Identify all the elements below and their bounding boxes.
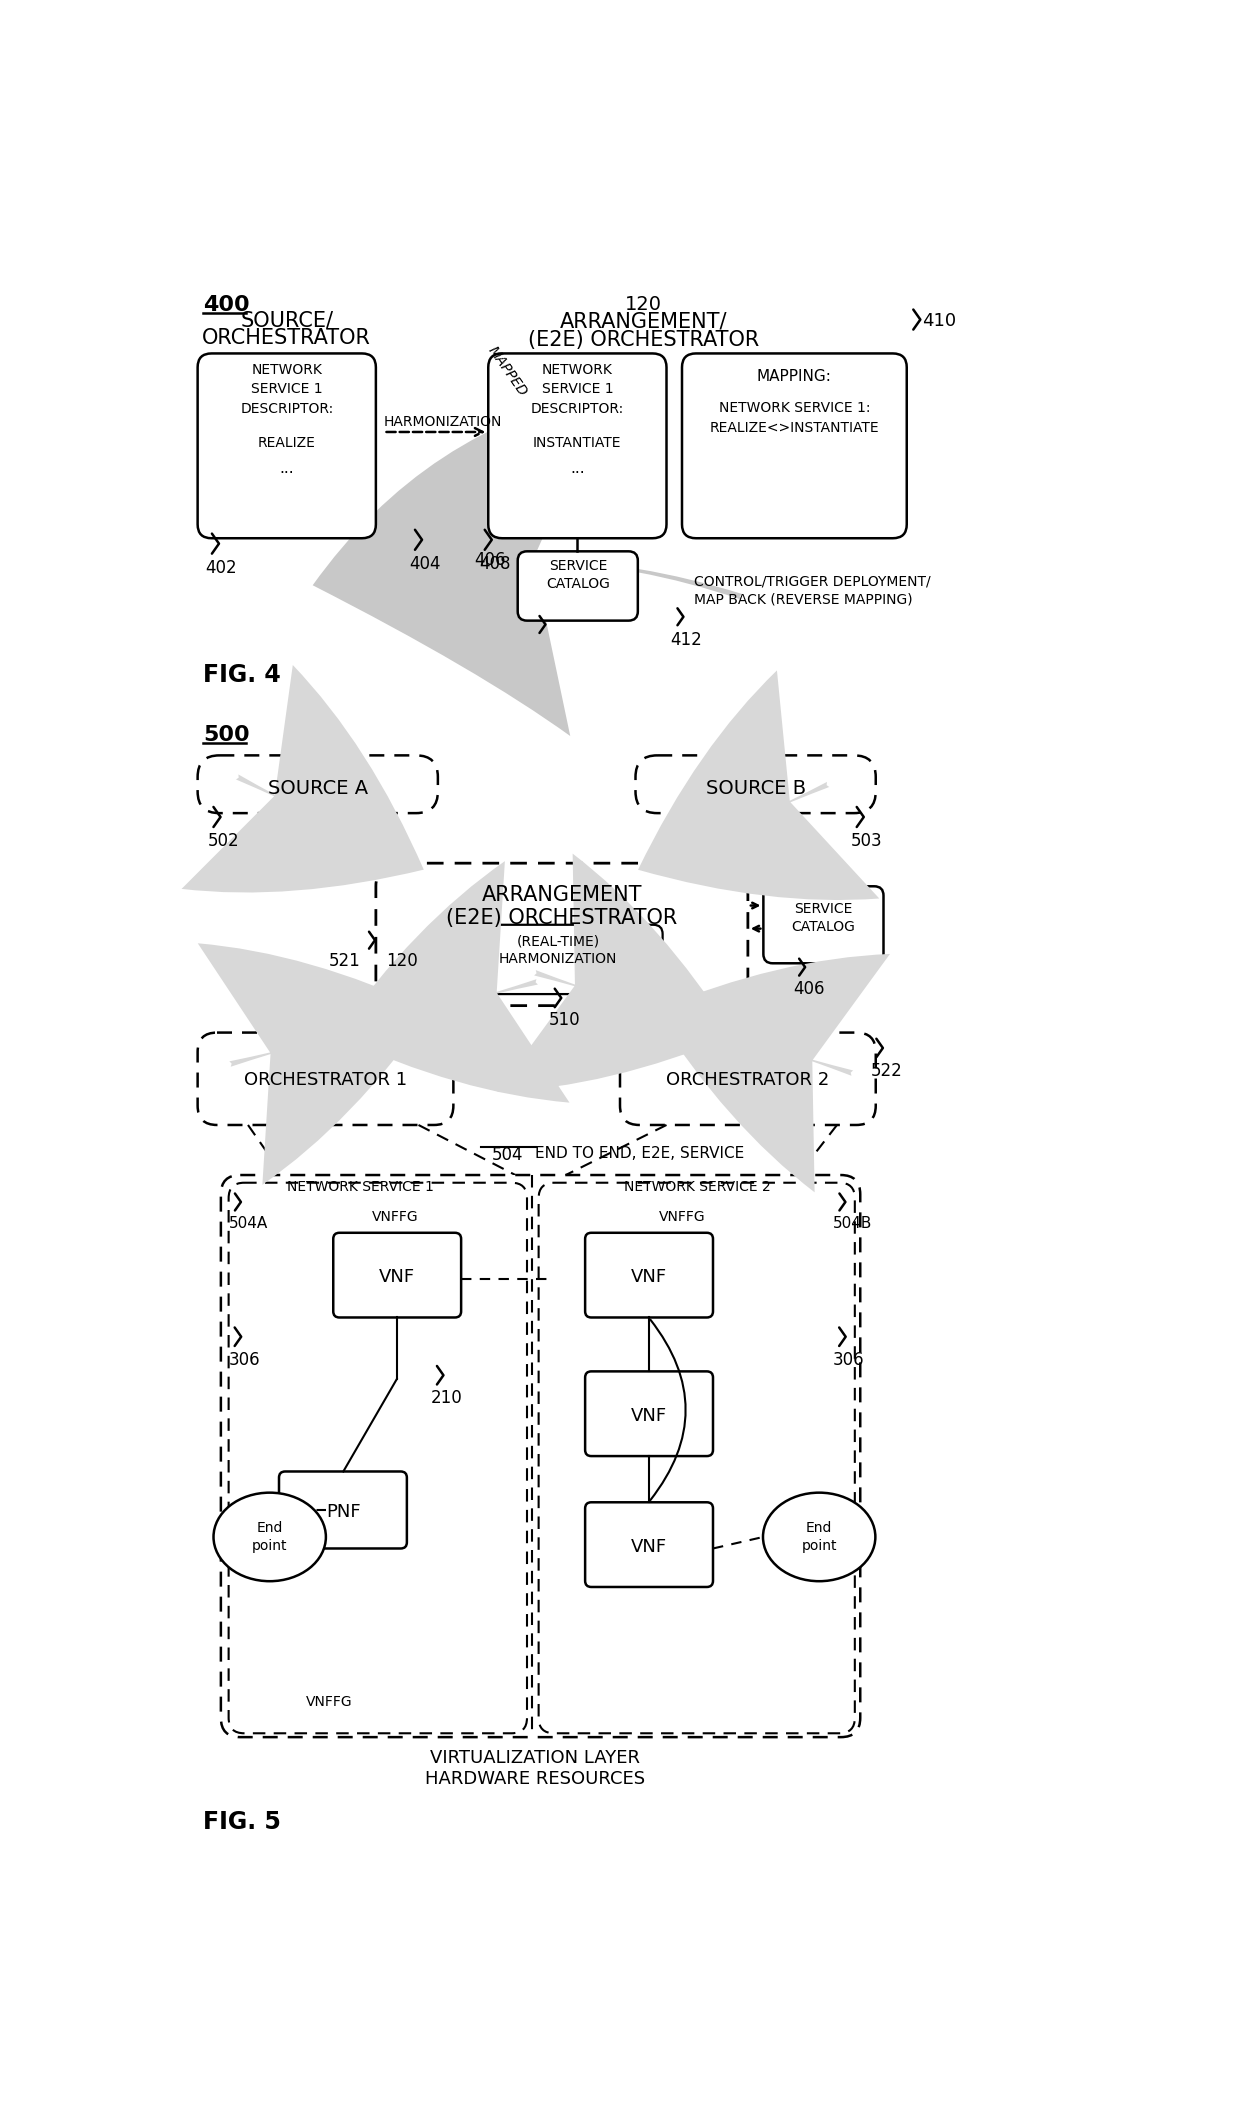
- Text: End
point: End point: [801, 1521, 837, 1553]
- Text: HARDWARE RESOURCES: HARDWARE RESOURCES: [424, 1769, 645, 1788]
- Text: 406: 406: [792, 979, 825, 998]
- Text: End
point: End point: [252, 1521, 288, 1553]
- FancyBboxPatch shape: [454, 924, 662, 994]
- Text: 504: 504: [492, 1145, 523, 1164]
- Text: 522: 522: [870, 1062, 901, 1079]
- Text: MAP BACK (REVERSE MAPPING): MAP BACK (REVERSE MAPPING): [693, 593, 913, 605]
- FancyBboxPatch shape: [585, 1232, 713, 1317]
- Text: FIG. 5: FIG. 5: [203, 1810, 281, 1835]
- Ellipse shape: [213, 1493, 326, 1580]
- Text: 120: 120: [386, 952, 418, 971]
- Text: PNF: PNF: [326, 1502, 361, 1521]
- Text: (REAL-TIME)
HARMONIZATION: (REAL-TIME) HARMONIZATION: [498, 935, 618, 966]
- FancyBboxPatch shape: [764, 886, 883, 964]
- Text: VNFFG: VNFFG: [372, 1211, 419, 1223]
- Text: 210: 210: [432, 1389, 463, 1406]
- Text: CONTROL/TRIGGER DEPLOYMENT/: CONTROL/TRIGGER DEPLOYMENT/: [693, 573, 930, 588]
- FancyBboxPatch shape: [585, 1372, 713, 1457]
- FancyBboxPatch shape: [585, 1502, 713, 1587]
- Text: NETWORK SERVICE 2: NETWORK SERVICE 2: [624, 1181, 771, 1194]
- Text: REALIZE: REALIZE: [258, 435, 316, 450]
- FancyBboxPatch shape: [376, 862, 748, 1005]
- FancyBboxPatch shape: [334, 1232, 461, 1317]
- Text: ARRANGEMENT: ARRANGEMENT: [481, 886, 642, 905]
- Text: ARRANGEMENT/: ARRANGEMENT/: [559, 312, 727, 331]
- Text: 502: 502: [207, 833, 239, 850]
- FancyBboxPatch shape: [228, 1183, 527, 1733]
- Text: (E2E) ORCHESTRATOR: (E2E) ORCHESTRATOR: [528, 329, 759, 350]
- Text: FIG. 4: FIG. 4: [203, 663, 280, 686]
- Text: NETWORK SERVICE 1: NETWORK SERVICE 1: [286, 1181, 434, 1194]
- Text: ...: ...: [570, 461, 585, 476]
- Text: VNFFG: VNFFG: [306, 1695, 352, 1710]
- FancyBboxPatch shape: [518, 552, 637, 620]
- Ellipse shape: [763, 1493, 875, 1580]
- Text: 406: 406: [475, 552, 506, 569]
- FancyBboxPatch shape: [635, 756, 875, 813]
- Text: 503: 503: [851, 833, 883, 850]
- Text: 306: 306: [833, 1351, 864, 1370]
- Text: 504A: 504A: [228, 1215, 268, 1230]
- FancyBboxPatch shape: [197, 1032, 454, 1126]
- Text: ORCHESTRATOR: ORCHESTRATOR: [202, 327, 371, 348]
- Text: (E2E) ORCHESTRATOR: (E2E) ORCHESTRATOR: [446, 907, 677, 928]
- Text: SERVICE
CATALOG: SERVICE CATALOG: [546, 559, 610, 590]
- Text: ORCHESTRATOR 2: ORCHESTRATOR 2: [666, 1070, 830, 1090]
- Text: ORCHESTRATOR 1: ORCHESTRATOR 1: [244, 1070, 407, 1090]
- Text: 500: 500: [203, 724, 249, 746]
- Text: SOURCE B: SOURCE B: [706, 780, 806, 799]
- Text: SOURCE/: SOURCE/: [241, 310, 334, 331]
- Text: NETWORK SERVICE 1:
REALIZE<>INSTANTIATE: NETWORK SERVICE 1: REALIZE<>INSTANTIATE: [709, 401, 879, 435]
- Text: VNF: VNF: [378, 1268, 415, 1287]
- Text: 521: 521: [329, 952, 361, 971]
- Text: 510: 510: [549, 1011, 580, 1028]
- Text: MAPPED: MAPPED: [485, 344, 529, 399]
- Text: SERVICE
CATALOG: SERVICE CATALOG: [791, 903, 856, 935]
- Text: NETWORK
SERVICE 1
DESCRIPTOR:: NETWORK SERVICE 1 DESCRIPTOR:: [531, 363, 624, 416]
- Text: HARMONIZATION: HARMONIZATION: [383, 414, 502, 429]
- Text: ...: ...: [279, 461, 294, 476]
- FancyBboxPatch shape: [279, 1472, 407, 1548]
- FancyBboxPatch shape: [197, 353, 376, 537]
- Text: NETWORK
SERVICE 1
DESCRIPTOR:: NETWORK SERVICE 1 DESCRIPTOR:: [241, 363, 334, 416]
- FancyBboxPatch shape: [221, 1175, 861, 1737]
- FancyBboxPatch shape: [620, 1032, 875, 1126]
- Text: 120: 120: [625, 295, 662, 314]
- Text: END TO END, E2E, SERVICE: END TO END, E2E, SERVICE: [534, 1145, 744, 1162]
- Text: VIRTUALIZATION LAYER: VIRTUALIZATION LAYER: [430, 1748, 640, 1767]
- Text: VNF: VNF: [631, 1538, 667, 1557]
- FancyBboxPatch shape: [489, 353, 667, 537]
- Text: SOURCE A: SOURCE A: [268, 780, 368, 799]
- Text: 402: 402: [206, 559, 237, 578]
- Text: 412: 412: [671, 631, 702, 648]
- Text: INSTANTIATE: INSTANTIATE: [533, 435, 621, 450]
- Text: VNFFG: VNFFG: [658, 1211, 706, 1223]
- Text: 404: 404: [409, 554, 440, 573]
- FancyBboxPatch shape: [197, 756, 438, 813]
- FancyBboxPatch shape: [682, 353, 906, 537]
- Text: 410: 410: [923, 312, 956, 329]
- Text: 408: 408: [479, 554, 511, 573]
- Text: VNF: VNF: [631, 1406, 667, 1425]
- Text: MAPPING:: MAPPING:: [756, 370, 832, 384]
- FancyBboxPatch shape: [538, 1183, 854, 1733]
- Text: 504B: 504B: [833, 1215, 873, 1230]
- Text: 400: 400: [203, 295, 249, 314]
- Text: VNF: VNF: [631, 1268, 667, 1287]
- Text: 306: 306: [228, 1351, 260, 1370]
